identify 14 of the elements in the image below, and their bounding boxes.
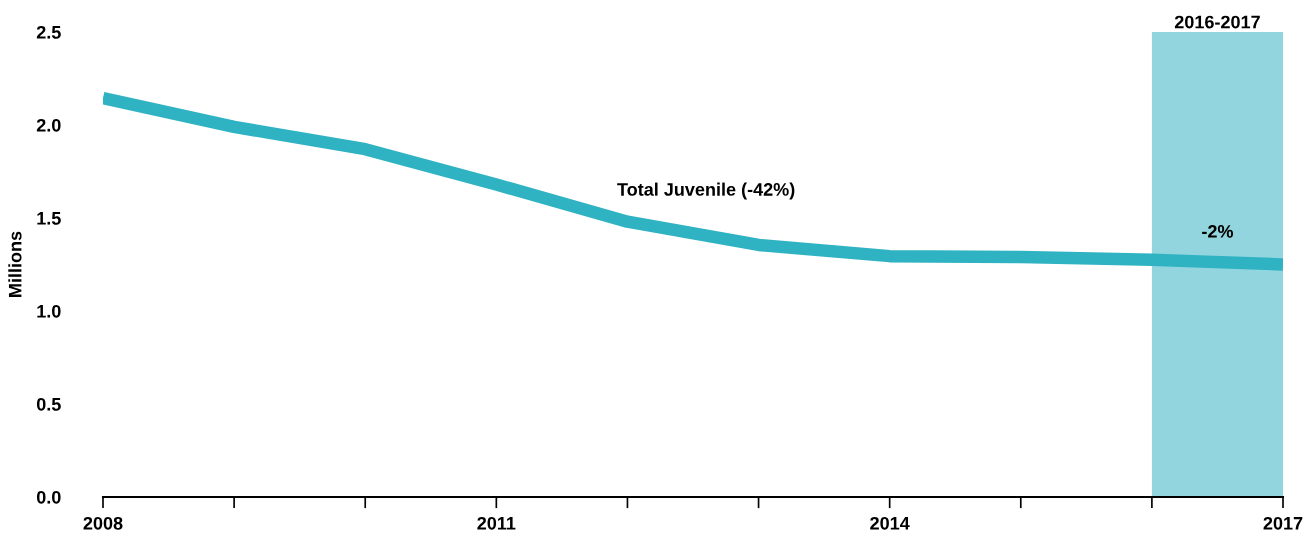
- series-label: Total Juvenile (-42%): [617, 182, 795, 200]
- x-tick-label: 2014: [870, 516, 910, 530]
- y-tick-label: 1.5: [37, 212, 61, 225]
- y-tick-label: 0.0: [36, 490, 61, 504]
- y-tick-label: 2.0: [36, 118, 61, 132]
- band-label: 2016-2017: [1174, 15, 1260, 29]
- annotation: -2%: [1202, 224, 1234, 238]
- y-tick-label: 2.5: [36, 25, 61, 39]
- y-axis-title: Millions: [8, 231, 22, 297]
- x-tick-label: 2017: [1263, 516, 1303, 530]
- x-tick-label: 2008: [83, 516, 123, 530]
- x-tick-label: 2011: [477, 516, 516, 530]
- y-tick-label: 0.5: [36, 397, 61, 411]
- y-tick-label: 1.0: [37, 304, 61, 318]
